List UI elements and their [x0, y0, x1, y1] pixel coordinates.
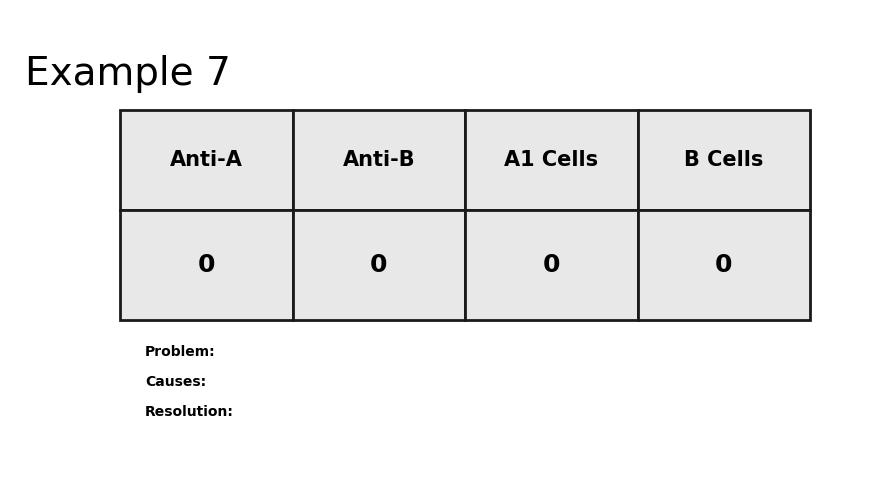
- Text: Causes:: Causes:: [145, 375, 207, 389]
- Bar: [465, 110, 637, 210]
- Text: Resolution:: Resolution:: [145, 405, 234, 419]
- Text: 0: 0: [370, 253, 387, 277]
- Text: A1 Cells: A1 Cells: [504, 150, 598, 170]
- Text: B Cells: B Cells: [684, 150, 763, 170]
- Text: 0: 0: [543, 253, 560, 277]
- Text: 0: 0: [715, 253, 732, 277]
- Bar: [120, 110, 292, 210]
- Bar: [120, 210, 292, 320]
- Text: 0: 0: [198, 253, 215, 277]
- Bar: [465, 210, 637, 320]
- Bar: [637, 210, 810, 320]
- Bar: [292, 110, 465, 210]
- Text: Example 7: Example 7: [25, 55, 231, 93]
- Text: Problem:: Problem:: [145, 345, 215, 359]
- Text: Anti-A: Anti-A: [170, 150, 242, 170]
- Bar: [637, 110, 810, 210]
- Text: Anti-B: Anti-B: [342, 150, 415, 170]
- Bar: [292, 210, 465, 320]
